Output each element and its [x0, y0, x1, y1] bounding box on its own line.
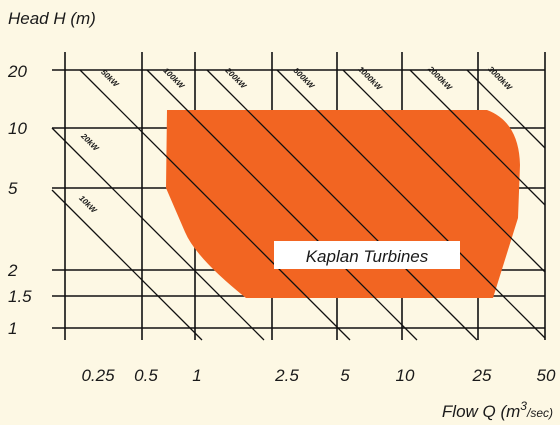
- region-label: Kaplan Turbines: [306, 247, 429, 266]
- power-line-label: 20kW: [78, 131, 101, 154]
- power-line-6: [342, 69, 546, 273]
- x-tick-label: 10: [396, 366, 415, 385]
- y-axis-title: Head H (m): [8, 9, 96, 28]
- x-tick-label: 2.5: [274, 366, 299, 385]
- x-tick-label: 0.25: [81, 366, 115, 385]
- power-line-7: [409, 69, 546, 206]
- kaplan-region: [166, 110, 520, 298]
- power-line-8: [466, 69, 546, 149]
- power-lines: [51, 69, 546, 341]
- y-tick-label: 1: [8, 319, 17, 338]
- y-tick-label: 2: [7, 261, 18, 280]
- region-label-background: [274, 241, 460, 269]
- power-line-label: 10kW: [77, 194, 99, 216]
- x-tick-label: 0.5: [134, 366, 158, 385]
- power-line-label: 3000kW: [486, 65, 514, 93]
- power-line-4: [206, 69, 478, 341]
- power-line-label: 50kW: [99, 68, 121, 90]
- power-line-0: [51, 189, 203, 341]
- y-tick-labels: 1 1.5 2 5 10 20: [7, 62, 32, 338]
- x-tick-label: 25: [472, 366, 492, 385]
- x-axis-title-sup: 3: [520, 399, 527, 413]
- x-tick-labels: 0.25 0.5 1 2.5 5 10 25 50: [81, 366, 556, 385]
- x-tick-label: 5: [340, 366, 350, 385]
- power-line-2: [79, 69, 351, 341]
- x-axis-title-sub: /sec): [526, 406, 553, 420]
- power-line-1: [51, 127, 265, 341]
- power-line-label: 2000kW: [425, 64, 454, 93]
- y-tick-label: 10: [8, 119, 27, 138]
- power-line-3: [146, 69, 418, 341]
- power-line-label: 1000kW: [356, 65, 384, 93]
- x-axis-title: Flow Q (m3/sec): [442, 399, 553, 421]
- x-tick-label: 1: [192, 366, 201, 385]
- y-tick-label: 5: [8, 179, 18, 198]
- y-tick-label: 20: [7, 62, 27, 81]
- x-axis-title-main: Flow Q (m: [442, 402, 520, 421]
- y-tick-label: 1.5: [8, 287, 32, 306]
- power-line-5: [276, 69, 546, 339]
- x-tick-label: 50: [537, 366, 556, 385]
